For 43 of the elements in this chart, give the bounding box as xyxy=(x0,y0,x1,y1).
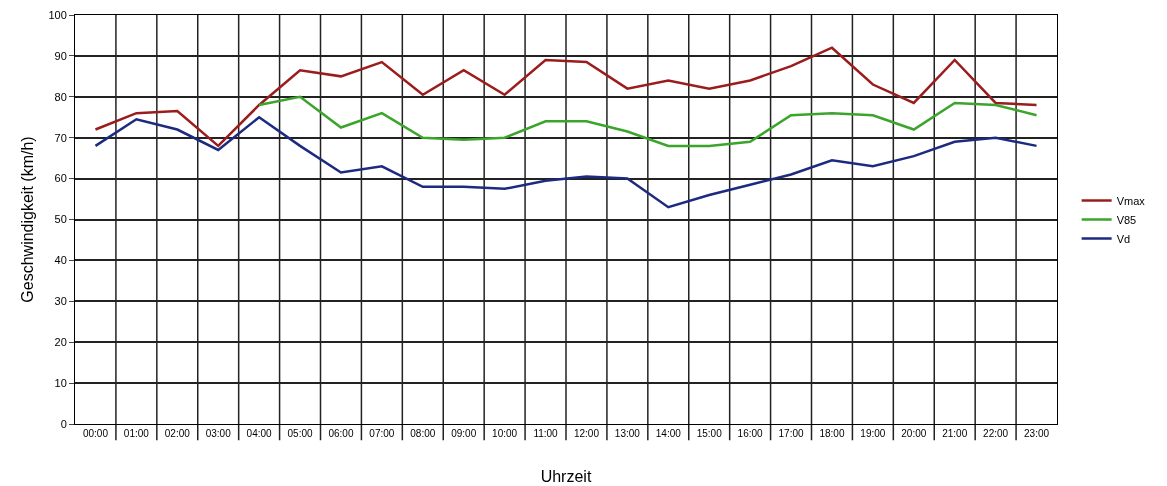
x-tick-label: 00:00 xyxy=(82,428,109,439)
x-tick-label: 13:00 xyxy=(614,428,641,439)
x-tick-label: 22:00 xyxy=(983,428,1009,439)
x-tick-label: 19:00 xyxy=(860,428,886,439)
line-series xyxy=(257,95,1038,148)
y-tick-label: 10 xyxy=(54,376,67,389)
legend-label: Vd xyxy=(1116,232,1131,245)
x-axis-title: Uhrzeit xyxy=(540,468,592,485)
x-tick-label: 11:00 xyxy=(533,428,559,439)
line-series xyxy=(94,116,1038,209)
y-tick-label: 20 xyxy=(54,336,67,349)
legend-label: V85 xyxy=(1116,213,1137,226)
x-tick-label: 23:00 xyxy=(1024,428,1050,439)
y-tick-label: 70 xyxy=(54,131,67,144)
x-tick-label: 07:00 xyxy=(369,428,395,439)
x-tick-label: 18:00 xyxy=(819,428,845,439)
x-tick-label: 17:00 xyxy=(778,428,804,439)
y-tick-label: 100 xyxy=(48,8,67,21)
x-tick-label: 03:00 xyxy=(205,428,232,439)
x-tick-label: 08:00 xyxy=(410,428,436,439)
y-tick-label: 90 xyxy=(54,49,67,62)
x-tick-label: 15:00 xyxy=(696,428,723,439)
y-tick-label: 0 xyxy=(60,417,67,430)
x-tick-label: 20:00 xyxy=(901,428,927,439)
y-tick-label: 50 xyxy=(54,213,67,226)
y-tick-label: 40 xyxy=(54,254,67,267)
x-tick-label: 01:00 xyxy=(123,428,150,439)
x-tick-label: 05:00 xyxy=(287,428,313,439)
x-tick-label: 04:00 xyxy=(246,428,273,439)
legend-label: Vmax xyxy=(1116,194,1146,207)
x-tick-label: 02:00 xyxy=(164,428,191,439)
y-axis-title: Geschwindigkeit (km/h) xyxy=(19,136,36,303)
x-tick-label: 16:00 xyxy=(737,428,764,439)
x-tick-label: 12:00 xyxy=(573,428,600,439)
y-tick-label: 80 xyxy=(54,90,67,103)
x-tick-label: 09:00 xyxy=(451,428,477,439)
y-tick-label: 60 xyxy=(54,172,67,185)
y-tick-label: 30 xyxy=(54,295,67,308)
line-series xyxy=(94,46,1038,148)
x-tick-label: 21:00 xyxy=(942,428,968,439)
x-tick-label: 10:00 xyxy=(492,428,518,439)
x-tick-label: 14:00 xyxy=(655,428,682,439)
x-tick-label: 06:00 xyxy=(328,428,354,439)
